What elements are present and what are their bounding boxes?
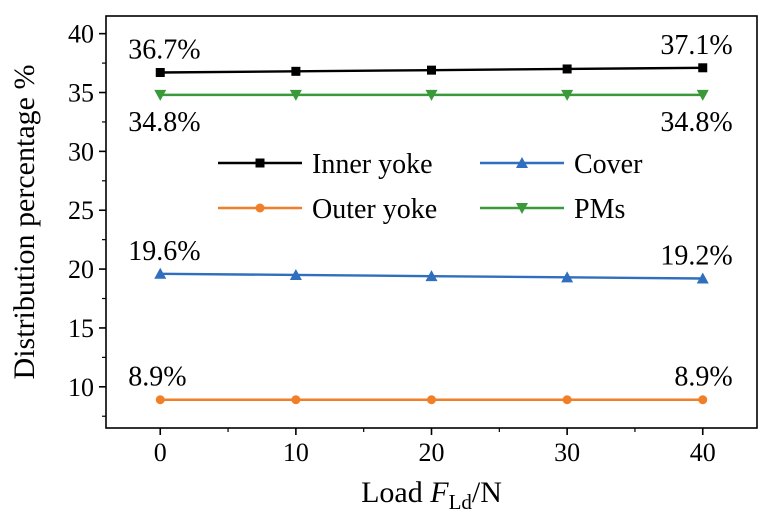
legend-marker xyxy=(255,203,265,213)
data-point xyxy=(154,89,167,101)
data-point xyxy=(561,271,574,283)
legend-item-pms: PMs xyxy=(480,194,625,225)
data-point xyxy=(698,395,708,405)
series-cover xyxy=(154,267,709,284)
data-point xyxy=(425,89,438,101)
data-point xyxy=(291,66,301,76)
data-point xyxy=(696,89,709,101)
data-point xyxy=(291,395,301,405)
legend-item-inner-yoke: Inner yoke xyxy=(218,149,433,180)
legend-label: Outer yoke xyxy=(312,194,437,225)
y-tick-label: 20 xyxy=(68,255,94,284)
y-axis-title: Distribution percentage % xyxy=(8,65,41,380)
data-label: 36.7% xyxy=(128,35,200,66)
x-tick-label: 20 xyxy=(419,438,445,467)
data-label: 34.8% xyxy=(128,107,200,138)
data-point xyxy=(155,395,165,405)
x-axis-title: Load FLd/N xyxy=(361,476,502,514)
data-point xyxy=(562,64,572,74)
legend-marker xyxy=(516,203,528,214)
data-label: 8.9% xyxy=(128,362,186,393)
x-tick-label: 0 xyxy=(154,438,167,467)
series-inner-yoke xyxy=(155,63,708,78)
data-label: 8.9% xyxy=(674,362,732,393)
legend-label: Cover xyxy=(574,149,643,180)
x-tick-label: 30 xyxy=(554,438,580,467)
data-point xyxy=(427,395,436,405)
data-point xyxy=(154,267,167,279)
legend-item-cover: Cover xyxy=(480,149,643,180)
y-tick-label: 15 xyxy=(68,314,94,343)
x-tick-label: 10 xyxy=(283,438,309,467)
legend-item-outer-yoke: Outer yoke xyxy=(218,194,437,225)
y-tick-label: 25 xyxy=(68,196,94,225)
legend-label: PMs xyxy=(574,194,625,225)
y-tick-label: 35 xyxy=(68,79,94,108)
y-tick-label: 30 xyxy=(68,137,94,166)
legend-marker xyxy=(255,158,265,168)
series-pms xyxy=(154,89,709,101)
data-point xyxy=(289,268,302,280)
data-label: 37.1% xyxy=(660,30,732,61)
data-label: 34.8% xyxy=(660,107,732,138)
data-point xyxy=(562,395,572,405)
data-point xyxy=(425,270,438,282)
data-label: 19.2% xyxy=(660,241,732,272)
y-tick-label: 10 xyxy=(68,373,94,402)
data-label: 19.6% xyxy=(128,236,200,267)
series-outer-yoke xyxy=(155,395,708,405)
data-point xyxy=(155,68,165,78)
data-point xyxy=(427,65,436,75)
data-point xyxy=(561,89,574,101)
data-point xyxy=(696,272,709,284)
legend-marker xyxy=(516,157,528,168)
x-tick-label: 40 xyxy=(690,438,716,467)
data-point xyxy=(698,63,708,73)
data-point xyxy=(289,89,302,101)
legend-label: Inner yoke xyxy=(312,149,433,180)
y-tick-label: 40 xyxy=(68,20,94,49)
